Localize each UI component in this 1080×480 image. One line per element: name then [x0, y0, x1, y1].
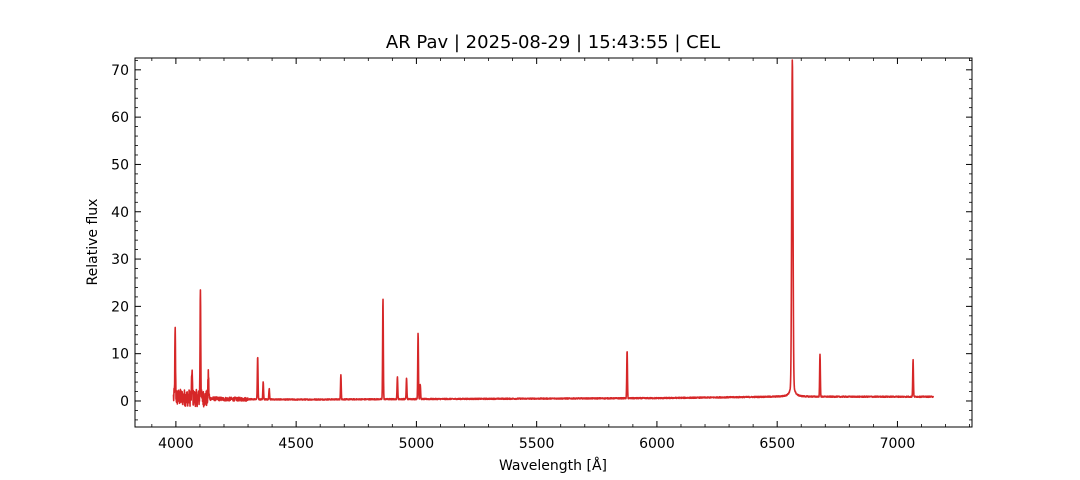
x-tick-label: 5000: [399, 436, 435, 452]
y-tick-label: 20: [111, 299, 129, 315]
x-tick-label: 4000: [158, 436, 194, 452]
y-tick-label: 60: [111, 110, 129, 126]
x-tick-label: 7000: [880, 436, 916, 452]
x-tick-label: 6500: [759, 436, 795, 452]
x-tick-label: 5500: [519, 436, 555, 452]
x-axis-label: Wavelength [Å]: [499, 457, 607, 474]
y-tick-label: 40: [111, 205, 129, 221]
chart-title: AR Pav | 2025-08-29 | 15:43:55 | CEL: [386, 32, 720, 53]
axes-frame: [134, 57, 973, 428]
x-tick-label: 6000: [639, 436, 675, 452]
spectrum-line: [172, 59, 935, 408]
y-axis-label: Relative flux: [85, 199, 101, 286]
y-tick-label: 50: [111, 157, 129, 173]
y-tick-label: 0: [120, 394, 129, 410]
x-tick-label: 4500: [278, 436, 314, 452]
plot-area: [172, 59, 935, 408]
y-tick-label: 70: [111, 63, 129, 79]
y-tick-label: 30: [111, 252, 129, 268]
y-tick-label: 10: [111, 347, 129, 363]
axis-ticks: 4000 4500 5000 5500 6000 6500 7000 0 10 20 30 40 50 6…: [111, 58, 972, 452]
